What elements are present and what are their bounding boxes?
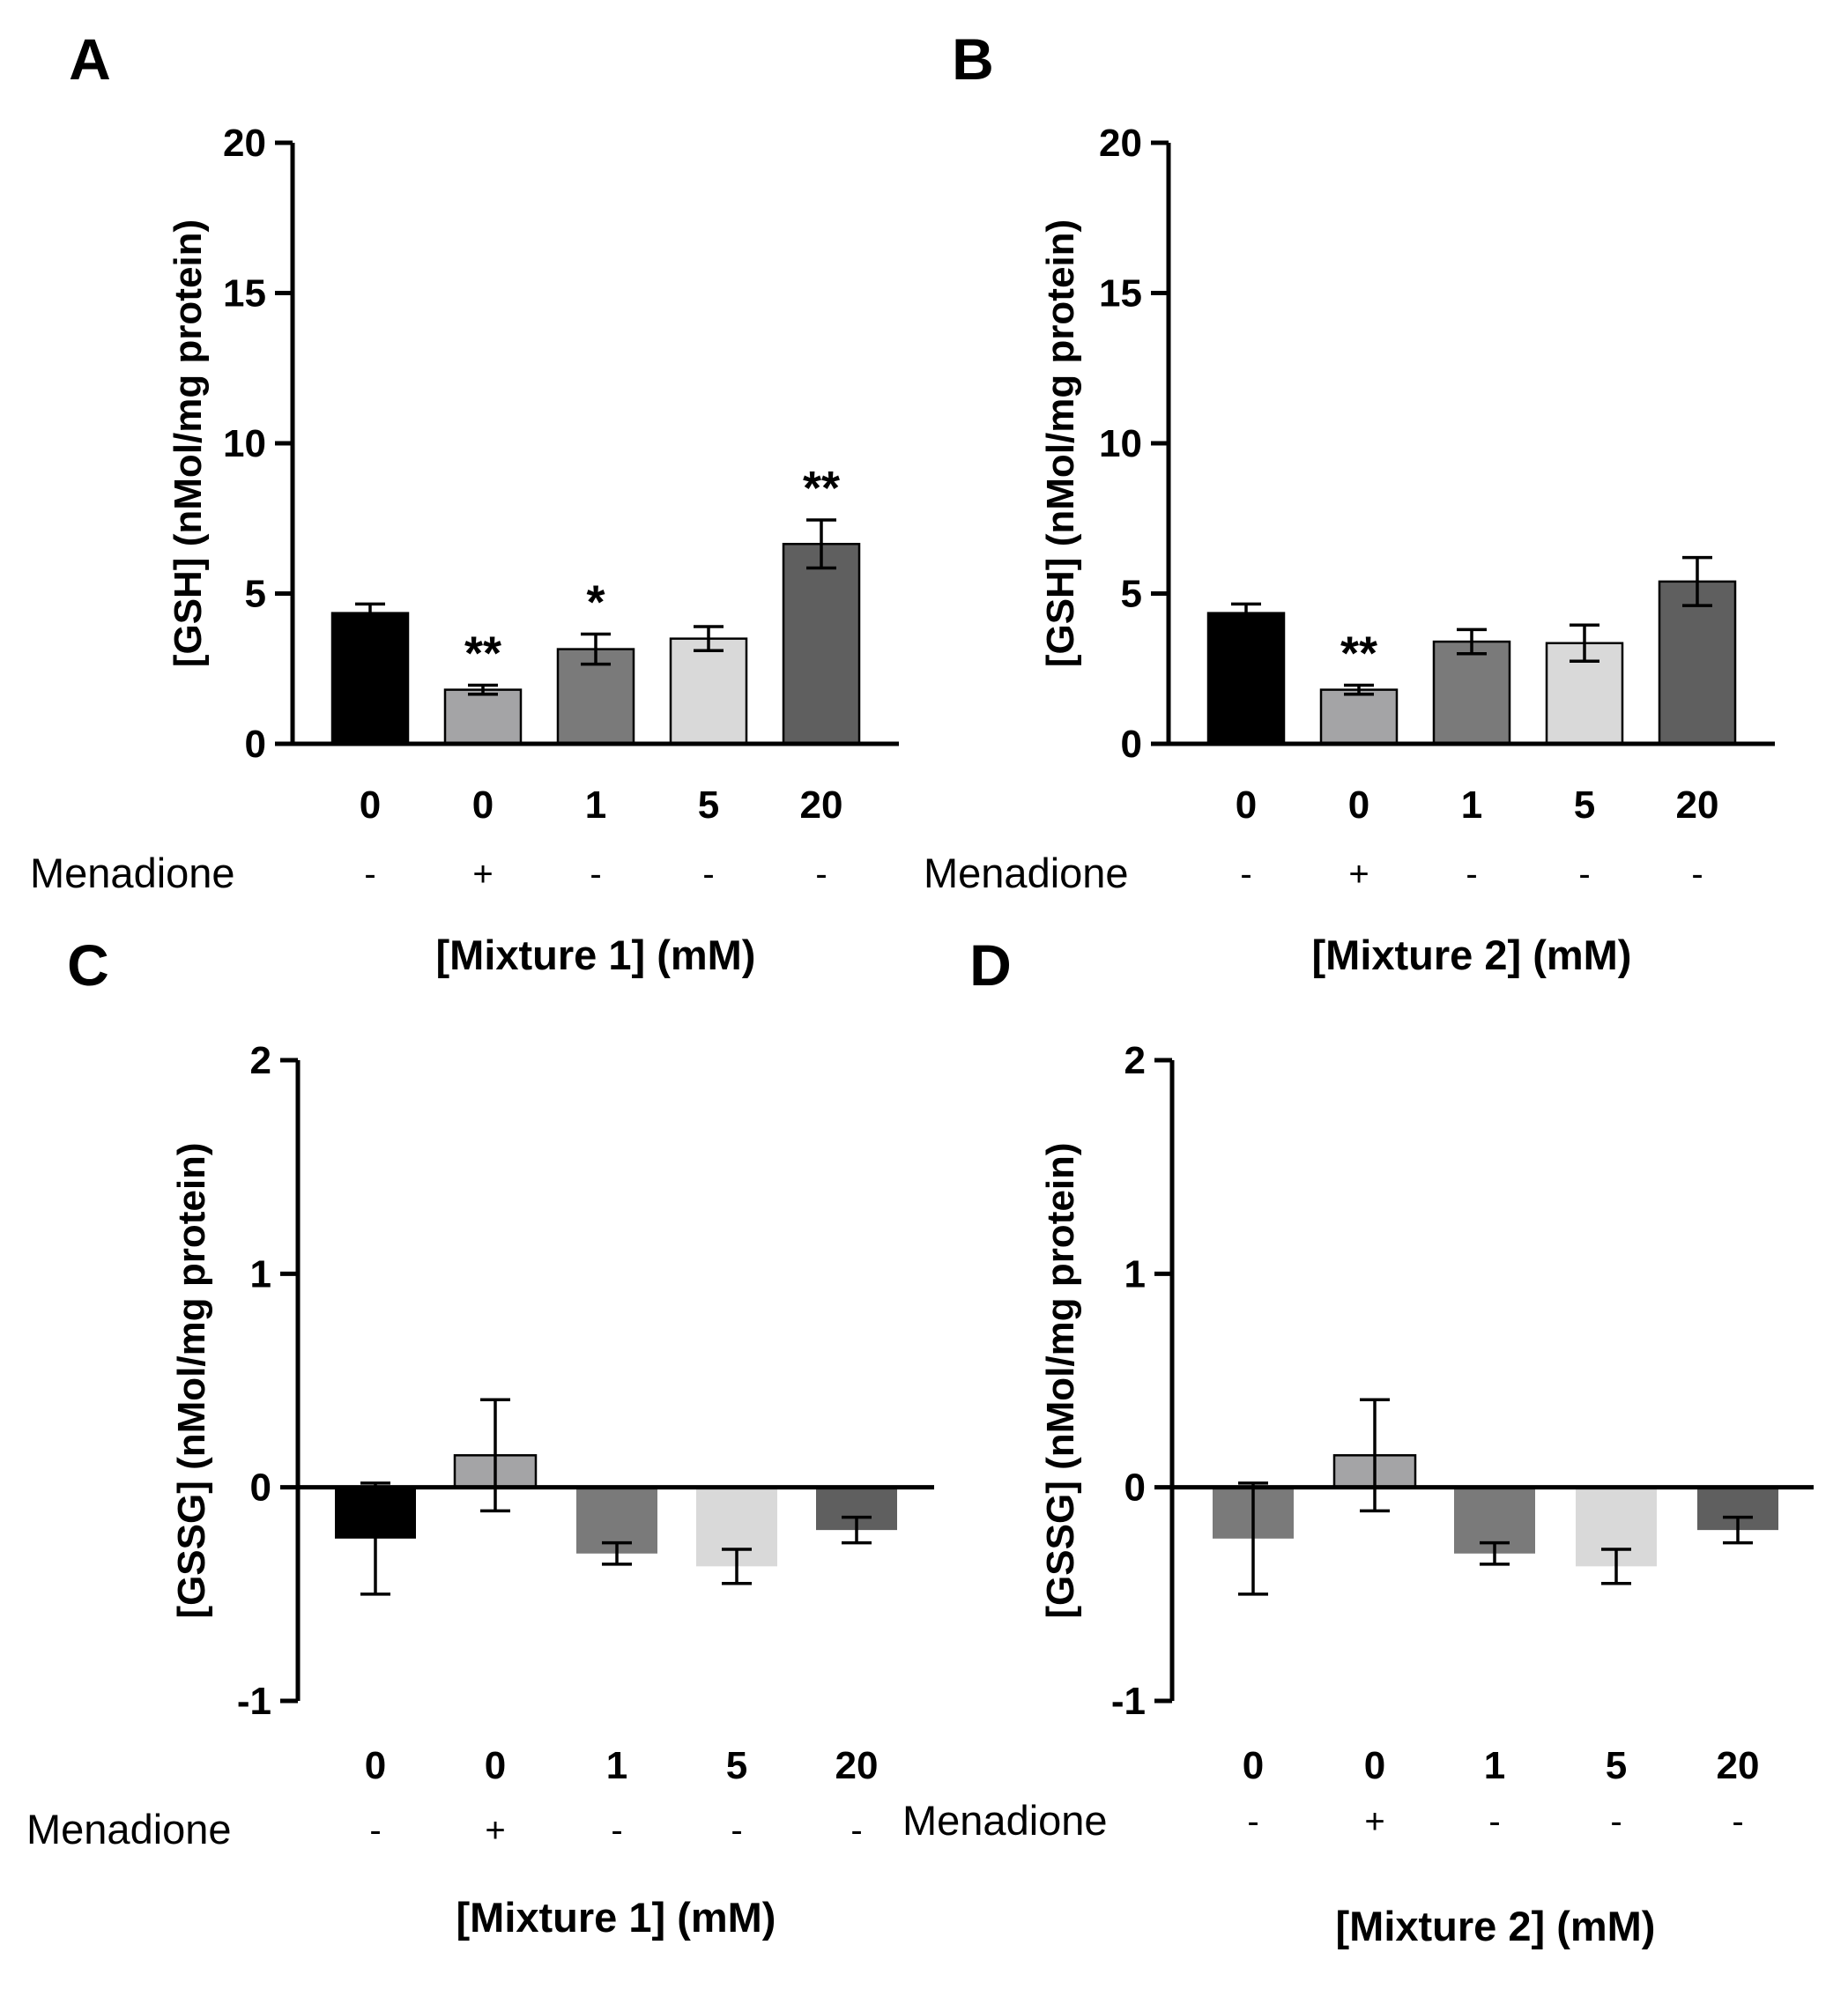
menadione-sign: - (1610, 1802, 1622, 1841)
x-axis-label: [Mixture 1] (mM) (456, 1894, 776, 1941)
y-tick-label: 2 (1124, 1039, 1146, 1082)
panel-b: B 0 5 10 15 20 [GSH] (nMol/mg protein) 0 - ** 0 +1 -… (924, 26, 1775, 978)
bar (1432, 640, 1511, 746)
panel-d: D -1 0 1 2 [GSSG] (nMol/mg protein) 0 - 0 +1 - 5 - 20… (902, 932, 1814, 1949)
menadione-row-label: Menadione (924, 850, 1129, 896)
menadione-sign: - (364, 855, 375, 894)
significance-label: ** (464, 627, 501, 680)
y-tick-label: 15 (223, 272, 266, 316)
y-tick-label: 5 (245, 573, 266, 616)
x-axis-label: [Mixture 2] (mM) (1336, 1903, 1656, 1949)
x-category-label: 5 (1574, 783, 1595, 827)
significance-label: ** (1340, 627, 1377, 680)
menadione-sign: - (702, 855, 714, 894)
y-tick-label: 10 (1099, 422, 1142, 465)
y-tick-label: 20 (223, 122, 266, 165)
bar (330, 612, 410, 746)
bar (669, 637, 748, 746)
menadione-sign: - (611, 1811, 622, 1850)
bar (1319, 688, 1399, 746)
x-category-label: 5 (726, 1744, 747, 1787)
menadione-row-label: Menadione (26, 1806, 232, 1852)
menadione-sign: - (1691, 855, 1703, 894)
menadione-sign: - (731, 1811, 742, 1850)
menadione-sign: + (1348, 855, 1369, 894)
x-axis-label: [Mixture 1] (mM) (436, 932, 756, 978)
x-category-label: 1 (1484, 1744, 1505, 1787)
menadione-sign: - (590, 855, 601, 894)
menadione-sign: - (815, 855, 827, 894)
panel-label: B (952, 26, 994, 92)
x-category-label: 0 (360, 783, 381, 827)
y-tick-label: 1 (250, 1252, 271, 1295)
menadione-sign: - (1247, 1802, 1258, 1841)
menadione-sign: - (1578, 855, 1590, 894)
y-tick-label: -1 (1111, 1680, 1146, 1723)
menadione-sign: - (369, 1811, 381, 1850)
y-axis-label: [GSH] (nMol/mg protein) (167, 219, 210, 667)
x-category-label: 0 (1364, 1744, 1385, 1787)
menadione-row-label: Menadione (902, 1797, 1108, 1844)
x-category-label: 20 (1676, 783, 1719, 827)
y-tick-label: 5 (1121, 573, 1142, 616)
menadione-sign: - (1732, 1802, 1743, 1841)
bar (1658, 580, 1737, 746)
panel-label: D (969, 932, 1012, 998)
y-axis-label: [GSH] (nMol/mg protein) (1039, 219, 1082, 667)
panel-label: C (67, 932, 109, 998)
x-category-label: 0 (1236, 783, 1257, 827)
x-category-label: 1 (606, 1744, 627, 1787)
bar (443, 688, 523, 746)
x-category-label: 1 (585, 783, 606, 827)
y-tick-label: 1 (1124, 1252, 1146, 1295)
bar (782, 542, 861, 746)
x-category-label: 0 (1348, 783, 1369, 827)
y-tick-label: 2 (250, 1039, 271, 1082)
x-category-label: 0 (365, 1744, 386, 1787)
bar (1206, 612, 1286, 746)
y-tick-label: 0 (1124, 1466, 1146, 1510)
menadione-sign: - (1466, 855, 1477, 894)
significance-label: * (586, 576, 605, 629)
y-tick-label: -1 (237, 1680, 271, 1723)
significance-label: ** (803, 462, 840, 515)
y-tick-label: 0 (245, 723, 266, 766)
menadione-sign: - (1488, 1802, 1500, 1841)
menadione-row-label: Menadione (30, 850, 235, 896)
menadione-sign: - (850, 1811, 862, 1850)
x-category-label: 20 (1717, 1744, 1760, 1787)
menadione-sign: - (1240, 855, 1251, 894)
x-axis-label: [Mixture 2] (mM) (1312, 932, 1632, 978)
y-axis-label: [GSSG] (nMol/mg protein) (1039, 1142, 1082, 1618)
y-tick-label: 15 (1099, 272, 1142, 316)
menadione-sign: + (485, 1811, 505, 1850)
x-category-label: 20 (800, 783, 843, 827)
x-category-label: 0 (485, 1744, 506, 1787)
y-axis-label: [GSSG] (nMol/mg protein) (170, 1142, 213, 1618)
x-category-label: 0 (472, 783, 494, 827)
x-category-label: 5 (698, 783, 719, 827)
y-tick-label: 0 (1121, 723, 1142, 766)
y-tick-label: 10 (223, 422, 266, 465)
y-tick-label: 20 (1099, 122, 1142, 165)
x-category-label: 5 (1606, 1744, 1627, 1787)
x-category-label: 1 (1461, 783, 1482, 827)
panel-c: C -1 0 1 2 [GSSG] (nMol/mg protein) 0 - 0 +1 - 5 - 20… (26, 932, 934, 1941)
x-category-label: 20 (835, 1744, 879, 1787)
panel-label: A (69, 26, 111, 92)
x-category-label: 0 (1243, 1744, 1264, 1787)
menadione-sign: + (1364, 1802, 1384, 1841)
menadione-sign: + (472, 855, 493, 894)
y-tick-label: 0 (250, 1466, 271, 1510)
